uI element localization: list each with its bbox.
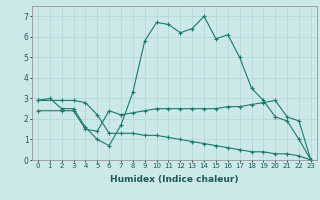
X-axis label: Humidex (Indice chaleur): Humidex (Indice chaleur) bbox=[110, 175, 239, 184]
